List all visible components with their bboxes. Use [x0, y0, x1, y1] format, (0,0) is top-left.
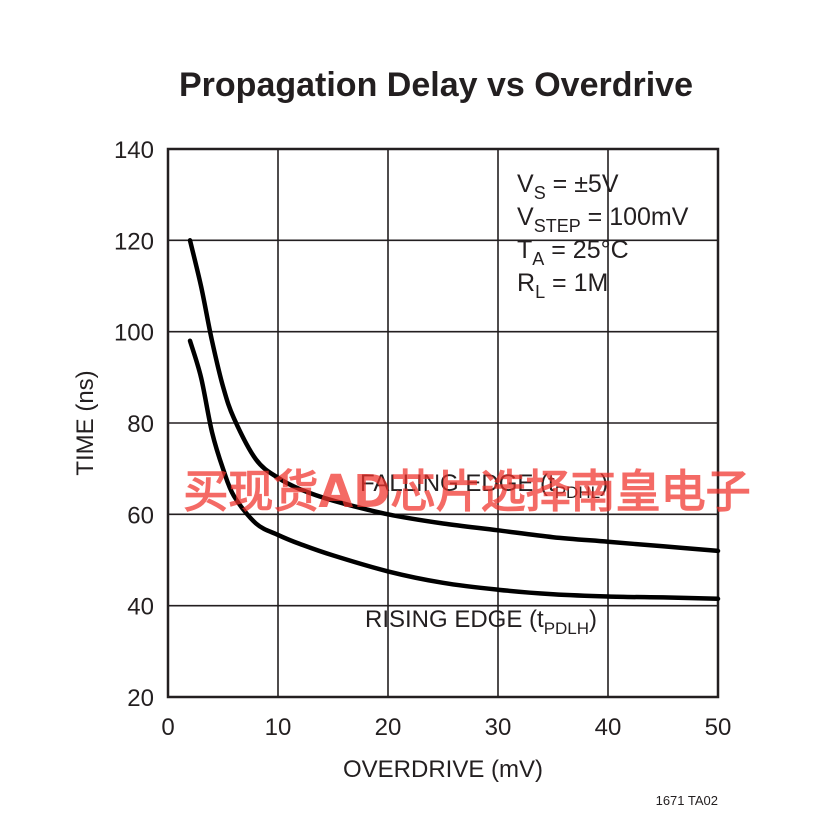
rising-edge-label: RISING EDGE (tPDLH): [365, 606, 597, 638]
y-axis-label: TIME (ns): [72, 370, 99, 475]
x-tick-label: 30: [485, 714, 512, 741]
x-tick-label: 0: [161, 714, 174, 741]
condition-line: VS = ±5V: [517, 170, 619, 203]
y-tick-label: 100: [114, 320, 154, 347]
grid-lines: [168, 149, 718, 697]
condition-line: TA = 25°C: [517, 236, 629, 269]
x-tick-label: 10: [265, 714, 292, 741]
rising-edge-line: [187, 338, 721, 602]
y-tick-label: 140: [114, 137, 154, 164]
y-tick-label: 40: [127, 594, 154, 621]
y-tick-label: 20: [127, 685, 154, 712]
x-axis-label: OVERDRIVE (mV): [343, 756, 543, 783]
x-tick-label: 50: [705, 714, 732, 741]
condition-line: RL = 1M: [517, 269, 608, 302]
series-lines: [187, 238, 721, 602]
y-tick-label: 120: [114, 228, 154, 255]
plot-frame: [166, 147, 720, 699]
y-tick-label: 80: [127, 411, 154, 438]
figure-code: 1671 TA02: [656, 793, 718, 808]
falling-edge-line: [187, 238, 721, 554]
condition-line: VSTEP = 100mV: [517, 203, 689, 236]
x-tick-label: 40: [595, 714, 622, 741]
tick-labels: 0 10 20 30 40 50 20 40 60 80 100 120 140: [114, 137, 731, 741]
chart-title: Propagation Delay vs Overdrive: [179, 66, 693, 104]
falling-edge-label: FALLING EDGE (tPDHL): [360, 470, 608, 502]
x-tick-label: 20: [375, 714, 402, 741]
y-tick-label: 60: [127, 502, 154, 529]
watermark-text: 买现货AD芯片选择南皇电子: [183, 465, 750, 518]
